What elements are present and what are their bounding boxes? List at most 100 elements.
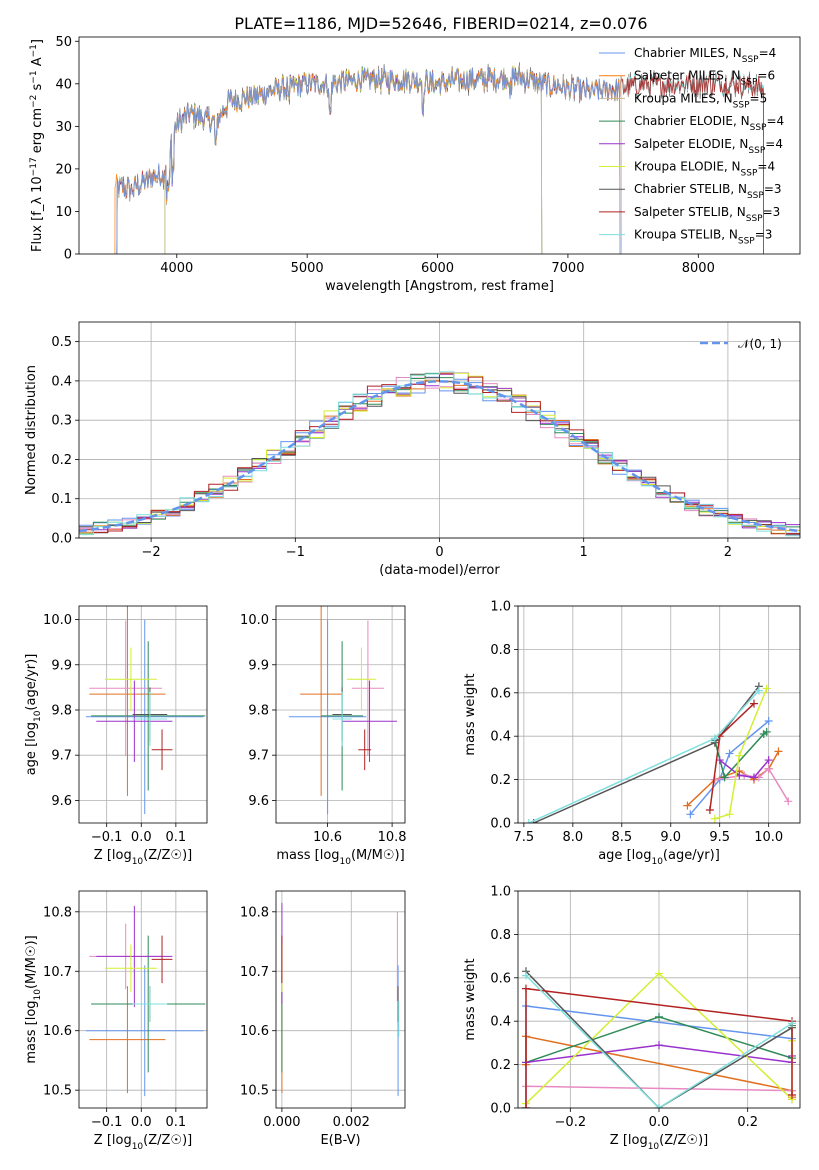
y-tick-label: 0.4 [51, 374, 72, 389]
y-tick-label: 0.8 [490, 928, 511, 943]
y-tick-label: 0.6 [490, 686, 511, 701]
y-tick-label: 0.2 [490, 1058, 511, 1073]
y-tick-label: 10.5 [240, 1084, 269, 1099]
y-axis-label: mass weight [463, 673, 478, 755]
x-tick-label: 0 [435, 545, 443, 560]
histogram-step [79, 373, 800, 535]
x-axis-label: Z [log10(Z/Z☉)] [94, 848, 192, 867]
y-tick-label: 1.0 [490, 885, 511, 900]
y-tick-label: 9.9 [248, 658, 269, 673]
weight-marker [686, 810, 695, 819]
weight-marker [764, 717, 773, 726]
y-tick-label: 30 [55, 120, 72, 135]
x-tick-label: 9.0 [660, 830, 681, 845]
weight-marker [762, 684, 771, 693]
x-tick-label: 6000 [421, 261, 454, 276]
x-tick-label: 2 [724, 545, 732, 560]
y-tick-label: 0.0 [490, 817, 511, 832]
x-axis-label: Z [log10(Z/Z☉)] [94, 1133, 192, 1152]
legend-entry: Kroupa ELODIE, NSSP=4 [634, 160, 775, 179]
x-axis-label: (data-model)/error [379, 563, 500, 578]
y-tick-label: 9.7 [51, 749, 72, 764]
weight-line [714, 767, 789, 802]
weight-marker [521, 984, 530, 993]
weight-line [533, 685, 760, 823]
age_vs_mass-panel: 10.6 10.8 9.6 9.7 9.8 9.9 10.0 mass [log10(M/M☉… [240, 605, 407, 867]
x-tick-label: 8.5 [611, 830, 632, 845]
y-axis-label: mass [log10(M/M☉)] [24, 935, 43, 1063]
x-axis-label: Z [log10(Z/Z☉)] [610, 1133, 708, 1152]
spectrum-model-line [164, 66, 543, 254]
axes-frame [78, 36, 801, 255]
y-tick-label: 0 [64, 248, 72, 263]
y-tick-label: 9.6 [248, 794, 269, 809]
spectrum-plot-area [114, 62, 764, 254]
y-tick-label: 0.2 [51, 453, 72, 468]
y-axis-label: age [log10(age/yr)] [24, 654, 43, 776]
spectrum-model-line [164, 65, 543, 254]
y-tick-label: 0.0 [51, 532, 72, 547]
spectrum-panel: 4000 5000 6000 7000 8000 0 10 20 30 40 50 wavelengt… [29, 35, 801, 294]
weight-marker [735, 751, 744, 760]
x-tick-label: 0.002 [333, 1115, 370, 1130]
y-tick-label: 0.4 [490, 730, 511, 745]
weight-marker [521, 1104, 530, 1108]
y-tick-label: 10.8 [240, 905, 269, 920]
figure-title: PLATE=1186, MJD=52646, FIBERID=0214, z=0… [234, 14, 647, 33]
x-tick-label: 0.0 [649, 1115, 670, 1130]
y-tick-label: 10.5 [43, 1084, 72, 1099]
y-tick-label: 0.6 [490, 971, 511, 986]
weight-marker [710, 734, 719, 743]
x-tick-label: 0.1 [166, 830, 187, 845]
mass_vs_ebv-panel: 0.000 0.002 10.5 10.6 10.7 10.8 E(B-V) [240, 890, 406, 1148]
axes-frame [275, 890, 406, 1109]
weight-marker [764, 756, 773, 765]
weight-line [525, 987, 793, 1108]
x-tick-label: 5000 [291, 261, 324, 276]
weight-marker [655, 1041, 663, 1050]
x-tick-label: 0.1 [166, 1115, 187, 1130]
x-tick-label: −0.1 [91, 1115, 123, 1130]
weight-line [528, 690, 760, 823]
weight-line [714, 688, 768, 820]
y-axis-label: mass weight [463, 958, 478, 1040]
weight-line [525, 970, 793, 1108]
mass_vs_Z-plot-area [85, 905, 206, 1097]
y-tick-label: 20 [55, 162, 72, 177]
x-tick-label: 10.8 [378, 830, 407, 845]
y-axis-label: Normed distribution [24, 365, 39, 495]
x-tick-label: −1 [286, 545, 305, 560]
x-tick-label: 7.5 [514, 830, 535, 845]
x-tick-label: 0.2 [737, 1115, 758, 1130]
y-tick-label: 10.0 [240, 613, 269, 628]
x-tick-label: −0.1 [91, 830, 123, 845]
y-tick-label: 0.5 [51, 335, 72, 350]
weight-line [719, 759, 770, 779]
x-tick-label: 0.000 [263, 1115, 300, 1130]
spectrum-model-line [114, 67, 621, 254]
weight-marker [655, 1012, 663, 1021]
weight-line [689, 720, 770, 815]
y-tick-label: 10.7 [43, 965, 72, 980]
y-tick-label: 10.6 [240, 1024, 269, 1039]
y-tick-label: 9.9 [51, 658, 72, 673]
x-tick-label: 0.0 [131, 1115, 152, 1130]
y-tick-label: 1.0 [490, 600, 511, 615]
x-tick-label: 10.0 [754, 830, 783, 845]
x-tick-label: 0.0 [131, 830, 152, 845]
y-tick-label: 50 [55, 35, 72, 50]
legend-entry: Chabrier ELODIE, NSSP=4 [634, 114, 784, 133]
legend-entry: Kroupa STELIB, NSSP=3 [634, 228, 772, 247]
x-axis-label: mass [log10(M/M☉)] [276, 848, 404, 867]
weight-marker [762, 727, 771, 736]
y-tick-label: 10.8 [43, 905, 72, 920]
x-tick-label: 9.5 [709, 830, 730, 845]
residuals-plot-area [79, 371, 800, 537]
mass_vs_ebv-plot-area [281, 902, 400, 1097]
weight-line [525, 975, 793, 1108]
y-tick-label: 0.8 [490, 643, 511, 658]
weight-marker [655, 1104, 663, 1108]
x-tick-label: 4000 [160, 261, 193, 276]
y-tick-label: 9.7 [248, 749, 269, 764]
